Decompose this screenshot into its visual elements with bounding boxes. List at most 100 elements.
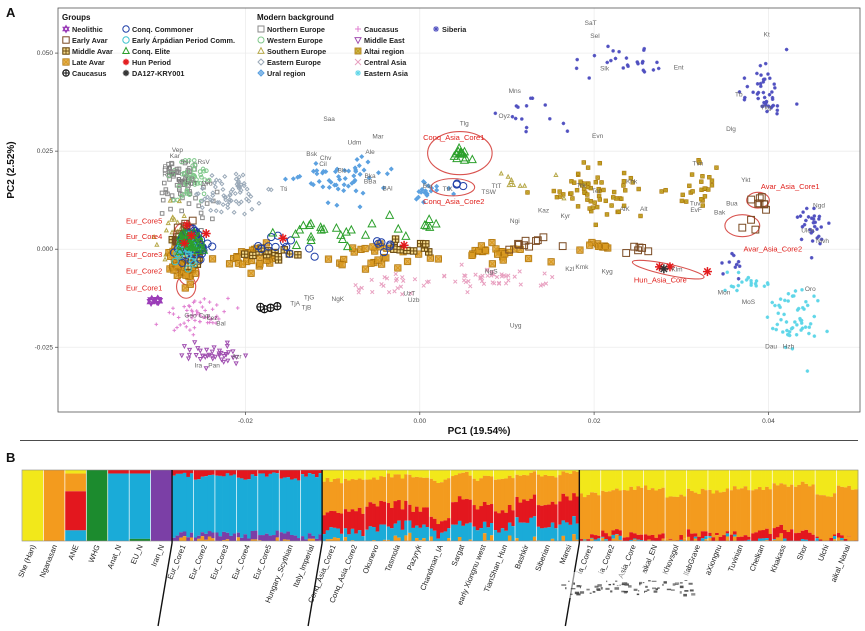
background-point: [353, 188, 359, 194]
background-point: [603, 198, 608, 204]
background-point: [244, 186, 250, 192]
background-point: [799, 318, 804, 323]
ancient-point: [434, 255, 442, 263]
admixture-segment: [586, 539, 591, 541]
background-point: [503, 281, 509, 286]
admixture-segment: [782, 484, 787, 530]
admixture-segment: [554, 477, 559, 505]
admixture-segment: [307, 533, 312, 539]
background-point: [592, 200, 597, 205]
background-point: [388, 166, 394, 172]
artifact-speck: [684, 590, 689, 592]
admixture-segment: [832, 493, 837, 535]
admixture-segment: [543, 470, 548, 475]
admixture-segment: [647, 535, 652, 540]
background-point: [785, 328, 789, 333]
background-point: [434, 187, 440, 193]
admixture-segment: [604, 470, 609, 492]
admixture-segment: [590, 537, 594, 539]
ancient-point: [182, 220, 192, 230]
background-point: [588, 199, 594, 204]
admixture-segment: [282, 477, 287, 534]
artifact-speck: [561, 584, 567, 586]
legend-label: Ural region: [267, 69, 306, 78]
admixture-segment: [618, 535, 623, 540]
background-point: [214, 303, 219, 307]
legend-label: DA127-KRY001: [132, 69, 184, 78]
admixture-segment: [357, 507, 362, 531]
admixture-segment: [332, 511, 337, 528]
ancient-point: [460, 152, 471, 162]
admixture-segment: [207, 470, 212, 476]
artifact-speck: [644, 590, 648, 592]
background-point: [609, 203, 614, 208]
background-point: [233, 354, 240, 360]
admixture-segment: [615, 534, 619, 541]
admixture-segment: [779, 470, 784, 484]
admixture-segment: [768, 489, 773, 534]
admixture-segment: [472, 478, 477, 506]
background-point: [208, 207, 214, 213]
admixture-segment: [229, 535, 234, 541]
background-point: [593, 180, 599, 185]
admixture-segment: [707, 532, 712, 537]
admixture-segment: [622, 470, 627, 491]
ancient-point: [622, 249, 631, 257]
admixture-segment: [404, 474, 409, 501]
admixture-segment: [740, 536, 745, 541]
background-point: [241, 180, 247, 186]
admixture-segment: [293, 470, 298, 479]
admixture-segment: [347, 480, 352, 512]
admixture-segment: [797, 484, 802, 533]
ancient-point: [316, 222, 326, 231]
population-axis-label: Bashkir: [513, 543, 531, 570]
background-point: [197, 169, 203, 174]
admixture-segment: [640, 487, 644, 535]
admixture-segment: [711, 493, 716, 538]
admixture-segment: [815, 494, 820, 537]
admixture-segment: [232, 470, 237, 475]
ancient-point: [601, 243, 610, 251]
admixture-segment: [604, 539, 609, 541]
background-point: [174, 169, 180, 174]
background-point: [621, 183, 626, 188]
background-point: [808, 227, 812, 232]
legend-label: Conq. Elite: [132, 47, 170, 56]
admixture-segment: [129, 538, 151, 541]
ancient-point: [184, 265, 192, 273]
background-point: [335, 186, 341, 192]
background-point: [352, 177, 358, 183]
background-point: [749, 278, 753, 283]
background-point: [209, 172, 215, 178]
cluster-labels: Conq_Asia_Core1Conq_Asia_Core2Eur_Core5E…: [126, 133, 820, 292]
admixture-segment: [761, 489, 766, 531]
background-point: [207, 300, 212, 304]
admixture-segment: [436, 482, 441, 525]
y-tick-label: 0.050: [37, 50, 54, 57]
admixture-segment: [436, 524, 441, 539]
background-point: [774, 327, 778, 332]
background-point: [751, 90, 755, 95]
legend-marker: [257, 69, 265, 77]
population-label: Ira: [195, 363, 203, 370]
admixture-segment: [189, 537, 194, 541]
admixture-segment: [447, 538, 452, 541]
background-point: [213, 316, 218, 320]
background-point: [189, 176, 195, 182]
background-point: [783, 345, 788, 350]
artifact-speck: [679, 585, 684, 589]
admixture-segment: [482, 470, 487, 476]
admixture-segment: [650, 534, 655, 541]
admixture-segment: [550, 522, 555, 539]
admixture-segment: [322, 515, 327, 535]
population-axis-label: Eur_Core5: [251, 543, 273, 580]
admixture-segment: [668, 496, 673, 539]
background-point: [806, 215, 811, 219]
background-point: [165, 191, 170, 197]
background-point: [203, 308, 207, 313]
background-point: [167, 310, 172, 315]
background-point: [524, 104, 529, 108]
admixture-segment: [511, 510, 516, 527]
background-point: [558, 194, 563, 199]
background-point: [636, 61, 640, 66]
